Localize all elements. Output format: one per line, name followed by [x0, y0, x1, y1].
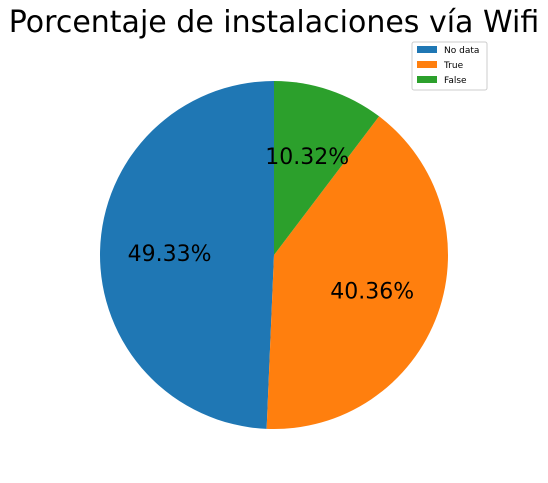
pie-slices [100, 81, 448, 429]
pie-label-true: 40.36% [330, 279, 414, 304]
pie-label-false: 10.32% [265, 145, 349, 170]
pie-slice-false [274, 81, 380, 255]
legend-label-no-data: No data [444, 46, 479, 56]
legend-swatch-true [417, 61, 437, 68]
legend-swatch-false [417, 76, 437, 83]
legend-swatch-no-data [417, 46, 437, 53]
legend-label-true: True [443, 61, 464, 71]
chart-title: Porcentaje de instalaciones vía Wifi [9, 5, 539, 40]
pie-labels: 49.33% 40.36% 10.32% [128, 145, 415, 304]
pie-slice-true [266, 116, 448, 429]
pie-label-no-data: 49.33% [128, 242, 212, 267]
pie-slice-no-data [100, 81, 274, 429]
legend: No data True False [411, 41, 488, 91]
legend-label-false: False [444, 76, 467, 86]
